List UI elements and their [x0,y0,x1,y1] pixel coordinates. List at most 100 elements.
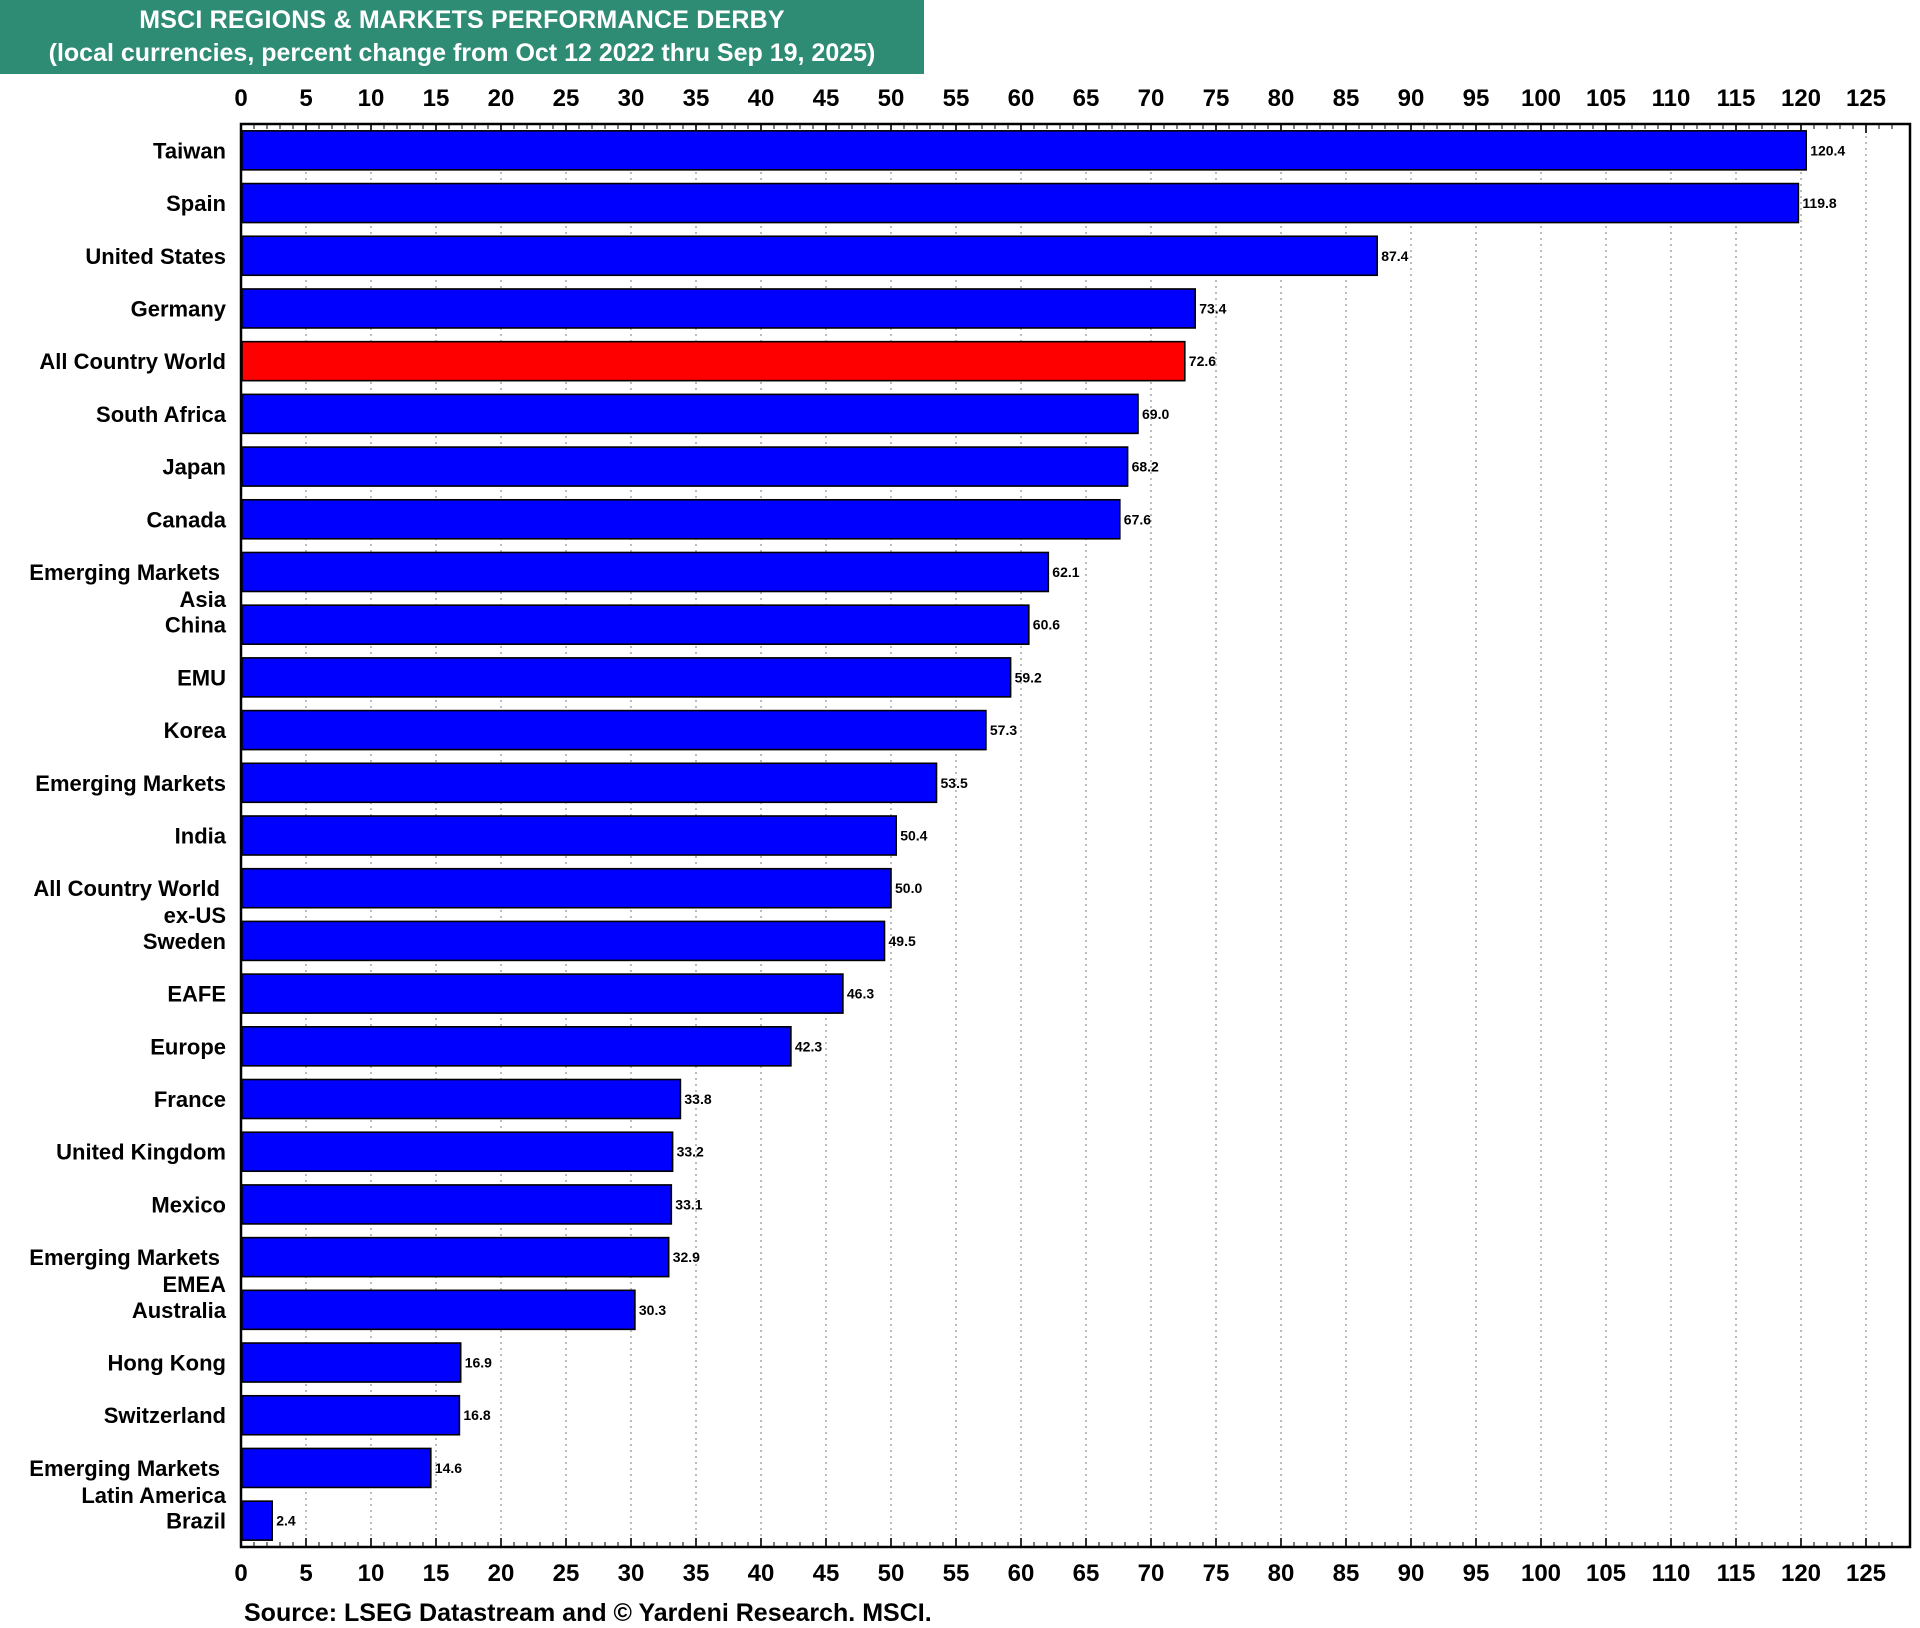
x-tick-label-bottom: 10 [358,1560,385,1587]
category-label: South Africa [96,402,227,427]
bar-value-label: 119.8 [1802,195,1836,211]
x-tick-label-top: 95 [1463,85,1490,112]
category-label: United States [85,244,226,269]
x-tick-label-bottom: 110 [1652,1560,1691,1587]
bar [241,1289,636,1331]
x-tick-label-top: 75 [1203,85,1230,112]
bar-value-label: 50.0 [895,880,922,896]
x-tick-label-top: 90 [1398,85,1425,112]
bar [241,1236,670,1278]
category-label: Taiwan [153,138,226,163]
x-tick-label-bottom: 100 [1521,1560,1561,1587]
category-label: Emerging Markets EMEA [29,1245,226,1297]
x-tick-label-bottom: 30 [618,1560,645,1587]
x-tick-label-bottom: 55 [943,1560,970,1587]
bar [241,551,1050,593]
source-note: Source: LSEG Datastream and © Yardeni Re… [244,1599,932,1627]
bar [241,1447,432,1489]
bar [241,867,892,909]
x-tick-label-bottom: 15 [423,1560,450,1587]
x-tick-label-bottom: 0 [234,1560,247,1587]
x-tick-label-top: 0 [234,85,247,112]
bar [241,1026,792,1067]
category-label: Emerging Markets Asia [29,560,226,612]
bar-value-label: 120.4 [1810,142,1845,158]
x-tick-label-bottom: 45 [813,1560,840,1587]
x-tick-label-top: 115 [1717,85,1756,112]
bar-value-label: 2.4 [276,1513,296,1529]
x-tick-label-bottom: 50 [878,1560,905,1587]
category-label: Brazil [166,1509,226,1534]
category-label: All Country World ex-US [33,876,226,928]
category-label: All Country World [39,349,226,374]
category-label: EMU [177,665,226,690]
x-tick-label-top: 15 [423,85,450,112]
x-tick-label-bottom: 120 [1781,1560,1821,1587]
x-tick-label-top: 70 [1138,85,1165,112]
category-label: Sweden [143,929,226,954]
x-tick-label-top: 40 [748,85,775,112]
chart-subtitle: (local currencies, percent change from O… [48,39,876,67]
x-tick-label-bottom: 105 [1586,1560,1626,1587]
bar-value-label: 16.9 [465,1355,492,1371]
x-tick-label-bottom: 5 [299,1560,312,1587]
bar-value-label: 67.6 [1124,511,1151,527]
x-tick-label-top: 20 [488,85,515,112]
x-tick-label-top: 125 [1846,85,1886,112]
x-tick-label-bottom: 20 [488,1560,515,1587]
bar [241,1500,274,1541]
category-label: Emerging Markets [35,771,226,796]
bar [241,182,1800,224]
x-tick-label-bottom: 40 [748,1560,775,1587]
bar-value-label: 42.3 [795,1038,822,1054]
category-label: Canada [147,507,227,532]
bar-value-label: 46.3 [847,986,874,1002]
x-tick-label-top: 60 [1008,85,1035,112]
x-tick-label-top: 30 [618,85,645,112]
bar [241,393,1139,435]
bar [241,1184,673,1225]
bar-value-label: 33.1 [675,1196,702,1212]
category-label: United Kingdom [56,1140,226,1165]
x-tick-label-top: 5 [299,85,312,112]
x-tick-label-top: 110 [1652,85,1691,112]
bar-value-label: 33.2 [677,1144,704,1160]
bar [241,498,1121,540]
category-label: China [165,613,227,638]
bar [241,604,1030,645]
bar [241,446,1129,487]
category-label: EAFE [167,982,226,1007]
bar [241,235,1378,277]
x-tick-label-bottom: 85 [1333,1560,1360,1587]
x-tick-label-top: 25 [553,85,580,112]
x-tick-label-top: 120 [1781,85,1821,112]
bar-value-label: 62.1 [1052,564,1079,580]
x-tick-label-bottom: 65 [1073,1560,1100,1587]
x-tick-label-top: 105 [1586,85,1626,112]
bar-value-label: 14.6 [435,1460,462,1476]
x-tick-label-bottom: 115 [1717,1560,1756,1587]
chart-title-box: MSCI REGIONS & MARKETS PERFORMANCE DERBY… [0,0,924,74]
bar [241,815,898,856]
x-tick-label-bottom: 75 [1203,1560,1230,1587]
bar [241,973,844,1014]
plot-frame [239,122,1912,1549]
bar [241,709,987,751]
category-label: India [175,824,227,849]
category-label: Korea [164,718,227,743]
chart-title: MSCI REGIONS & MARKETS PERFORMANCE DERBY [139,6,785,34]
bar [241,340,1186,382]
category-label: Hong Kong [107,1351,226,1376]
category-label: Australia [132,1298,227,1323]
x-tick-label-bottom: 35 [683,1560,710,1587]
bar-value-label: 49.5 [889,933,916,949]
x-tick-label-top: 100 [1521,85,1561,112]
x-tick-label-bottom: 80 [1268,1560,1295,1587]
x-tick-label-top: 80 [1268,85,1295,112]
bar-value-label: 16.8 [463,1407,490,1423]
category-label: Europe [150,1034,226,1059]
category-label: Japan [162,455,226,480]
bar [241,1342,462,1383]
bar [241,130,1807,171]
